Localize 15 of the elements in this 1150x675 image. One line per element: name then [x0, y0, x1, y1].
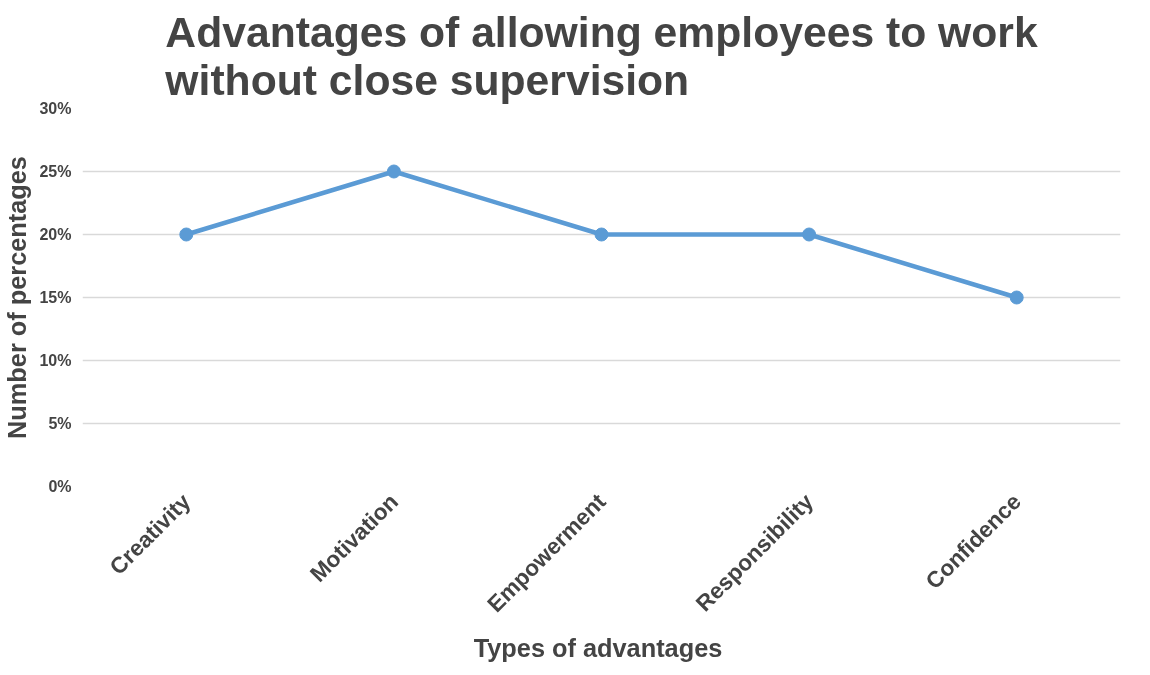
y-tick-label: 0%	[48, 478, 72, 495]
point	[594, 227, 609, 242]
y-tick-label: 30%	[39, 100, 72, 117]
point	[1009, 290, 1024, 305]
y-tick-label: 20%	[39, 226, 72, 243]
y-tick-label: 5%	[48, 415, 72, 432]
y-axis-title: Number of percentages	[3, 156, 32, 439]
point	[386, 164, 401, 179]
y-tick-label: 10%	[39, 352, 72, 369]
x-axis-title: Types of advantages	[473, 634, 723, 663]
chart-title: Advantages of allowing employees to work without close supervision	[164, 7, 1038, 104]
y-tick-label: 25%	[39, 163, 72, 180]
point	[802, 227, 817, 242]
y-tick-label: 15%	[39, 289, 72, 306]
point	[179, 227, 194, 242]
